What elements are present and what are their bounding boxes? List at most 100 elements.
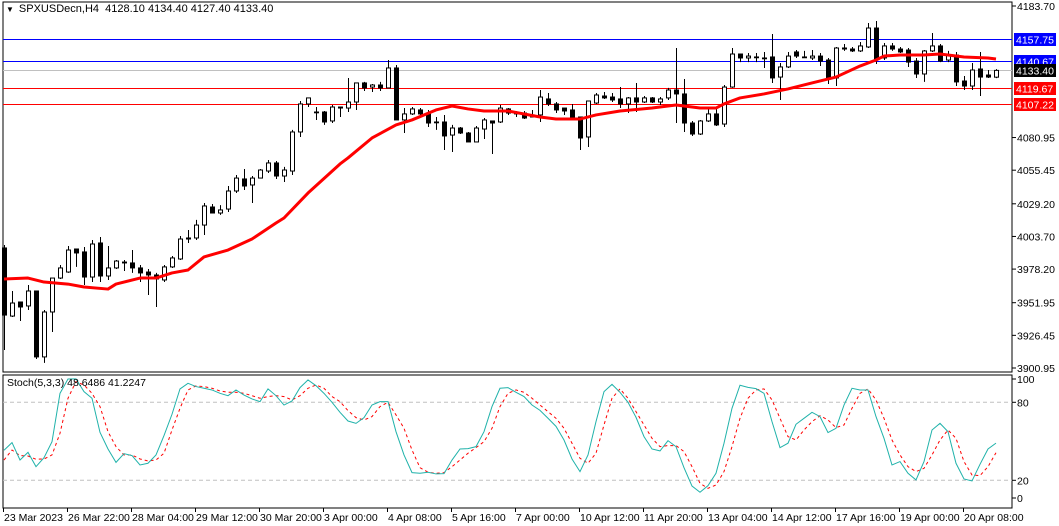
bullish-candle: [810, 50, 815, 61]
candle-body: [602, 95, 607, 99]
candle-body: [370, 84, 375, 88]
bullish-candle: [666, 87, 671, 100]
candle-body: [322, 111, 327, 123]
candle-body: [202, 205, 207, 226]
stochastic-axis-label: 100: [1017, 374, 1035, 386]
bullish-candle: [594, 93, 599, 104]
bullish-candle: [802, 50, 807, 59]
level-price-label: 4157.75: [1016, 35, 1054, 47]
candle-body: [170, 257, 175, 268]
candle-body: [658, 98, 663, 103]
bearish-candle: [442, 114, 447, 151]
candle-body: [242, 178, 247, 187]
candle-body: [578, 116, 583, 139]
bearish-candle: [18, 301, 23, 321]
time-axis-label: 17 Apr 16:00: [836, 512, 896, 524]
time-axis-label: 30 Mar 20:00: [260, 512, 322, 524]
candle-body: [970, 69, 975, 87]
candle-body: [410, 108, 415, 115]
stochastic-axis-label: 20: [1017, 475, 1029, 487]
time-axis-label: 3 Apr 00:00: [324, 512, 378, 524]
price-axis-label: 4029.20: [1017, 199, 1055, 211]
candle-body: [178, 238, 183, 260]
bullish-candle: [282, 166, 287, 183]
bearish-candle: [714, 108, 719, 126]
bearish-candle: [738, 53, 743, 63]
candle-body: [890, 45, 895, 50]
candle-body: [362, 82, 367, 89]
candle-body: [250, 177, 255, 186]
bearish-candle: [610, 93, 615, 103]
price-axis-label: 4055.45: [1017, 165, 1055, 177]
price-axis-label: 3926.45: [1017, 330, 1055, 342]
candle-body: [962, 80, 967, 87]
bearish-candle: [2, 245, 7, 351]
bullish-candle: [66, 246, 71, 273]
candle-body: [730, 53, 735, 88]
bullish-candle: [434, 116, 439, 130]
bearish-candle: [690, 120, 695, 136]
candles: [2, 20, 999, 363]
candle-body: [746, 55, 751, 59]
price-axis-label: 4003.70: [1017, 231, 1055, 243]
candle-body: [10, 302, 15, 317]
bullish-candle: [730, 47, 735, 88]
moving-average-line: [3, 52, 997, 291]
bullish-candle: [754, 52, 759, 63]
bullish-candle: [250, 176, 255, 204]
bearish-candle: [818, 52, 823, 67]
candle-body: [498, 107, 503, 123]
bullish-candle: [746, 52, 751, 63]
bullish-candle: [226, 186, 231, 212]
time-axis-label: 26 Mar 22:00: [68, 512, 130, 524]
bearish-candle: [650, 97, 655, 104]
candle-body: [754, 56, 759, 59]
candle-body: [866, 27, 871, 48]
candle-body: [66, 249, 71, 273]
time-axis-label: 13 Apr 04:00: [708, 512, 768, 524]
candle-body: [610, 96, 615, 101]
candle-body: [90, 243, 95, 278]
low-value: 4127.40: [190, 3, 231, 15]
candle-body: [810, 55, 815, 59]
bearish-candle: [378, 81, 383, 92]
time-axis-label: 29 Mar 12:00: [196, 512, 258, 524]
candle-body: [482, 119, 487, 130]
bearish-candle: [674, 47, 679, 124]
candle-body: [266, 162, 271, 172]
candle-body: [706, 113, 711, 122]
candle-body: [778, 66, 783, 78]
candle-body: [306, 97, 311, 105]
candle-body: [354, 82, 359, 103]
bearish-candle: [210, 204, 215, 214]
candle-body: [762, 57, 767, 60]
triangle-down-icon[interactable]: ▼: [6, 5, 14, 14]
price-axis-label: 3900.95: [1017, 363, 1055, 375]
candle-body: [274, 162, 279, 177]
time-axis-label: 23 Mar 2023: [4, 512, 63, 524]
candle-body: [474, 127, 479, 143]
stochastic-main-line: [3, 378, 997, 493]
candle-body: [282, 169, 287, 177]
candle-body: [434, 121, 439, 124]
bullish-candle: [290, 129, 295, 175]
candle-body: [570, 109, 575, 118]
bullish-candle: [706, 108, 711, 122]
candle-body: [642, 97, 647, 103]
bearish-candle: [634, 82, 639, 113]
bullish-candle: [930, 33, 935, 52]
stochastic-header: Stoch(5,3,3) 48.6486 41.2247: [7, 377, 146, 389]
price-axis-label: 4080.95: [1017, 133, 1055, 145]
bullish-candle: [90, 240, 95, 283]
price-axis-label: 3951.95: [1017, 298, 1055, 310]
time-axis-label: 20 Apr 08:00: [964, 512, 1024, 524]
candle-body: [186, 237, 191, 240]
bearish-candle: [618, 87, 623, 109]
bearish-candle: [490, 120, 495, 154]
candle-body: [226, 190, 231, 210]
time-axis-label: 28 Mar 04:00: [132, 512, 194, 524]
bullish-candle: [658, 97, 663, 105]
candle-body: [986, 74, 991, 78]
